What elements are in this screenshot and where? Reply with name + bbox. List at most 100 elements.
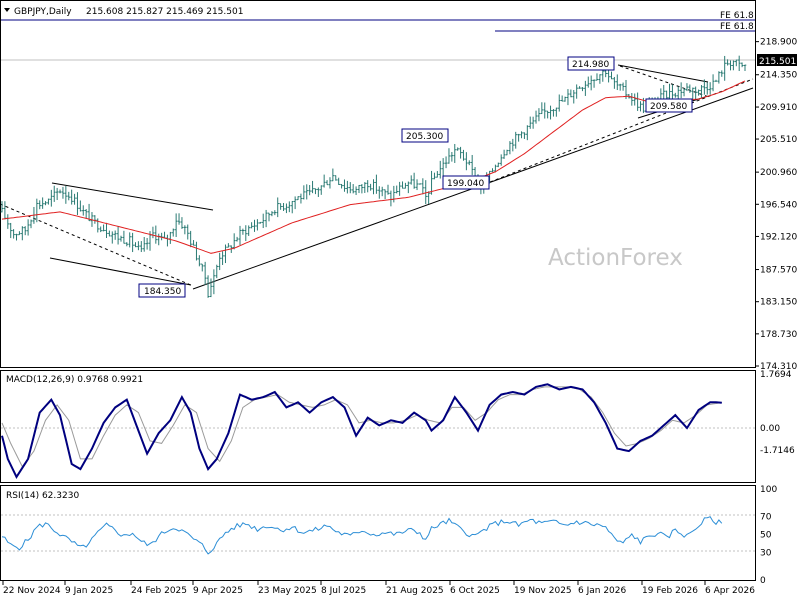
collapse-triangle-icon[interactable] xyxy=(4,8,10,12)
price-bar xyxy=(395,185,399,194)
price-bar xyxy=(38,200,42,210)
price-bar xyxy=(720,70,724,77)
price-bar xyxy=(595,73,599,81)
price-bar xyxy=(64,185,68,204)
price-bar xyxy=(499,154,503,166)
macd-axis-label: 1.7694 xyxy=(760,370,792,380)
price-bar xyxy=(203,261,207,285)
price-bar xyxy=(366,180,369,193)
price-bar xyxy=(563,96,567,102)
price-bar xyxy=(543,102,547,119)
x-axis-label: 24 Feb 2025 xyxy=(131,586,187,596)
price-bar xyxy=(711,74,715,92)
price-axis-label: 218.900 xyxy=(760,38,797,48)
price-bar xyxy=(227,243,230,248)
rsi-axis-label: 30 xyxy=(760,549,772,559)
price-bar xyxy=(604,70,607,78)
price-bar xyxy=(491,168,494,173)
price-bar xyxy=(438,160,442,179)
price-bar xyxy=(41,197,44,209)
price-bar xyxy=(206,275,210,298)
price-bar xyxy=(221,251,224,265)
price-bar xyxy=(288,201,291,213)
price-bar xyxy=(685,83,689,92)
price-bar xyxy=(116,226,120,245)
price-bar xyxy=(44,201,47,206)
price-bar xyxy=(398,181,401,196)
price-bar xyxy=(375,174,378,194)
x-axis-label: 9 Jan 2025 xyxy=(65,586,113,596)
price-bar xyxy=(253,219,256,232)
price-bar xyxy=(218,252,221,271)
price-bar xyxy=(453,143,457,163)
price-bar xyxy=(177,213,181,225)
price-bar xyxy=(29,219,33,229)
price-bar xyxy=(363,182,367,193)
price-bar xyxy=(305,184,309,200)
price-bar xyxy=(467,160,471,166)
price-axis-label: 192.120 xyxy=(760,232,797,242)
price-bar xyxy=(348,182,352,194)
price-bar xyxy=(137,241,140,251)
price-bar xyxy=(250,222,253,229)
price-bar xyxy=(105,222,108,239)
price-bar xyxy=(372,179,375,195)
price-bar xyxy=(418,183,422,185)
price-bar xyxy=(723,55,726,81)
macd-signal-line xyxy=(1,386,722,468)
price-axis-label: 214.350 xyxy=(760,71,797,81)
price-bar xyxy=(354,186,358,196)
price-bar xyxy=(215,264,219,279)
rsi-axis-label: 100 xyxy=(760,485,777,495)
price-bar xyxy=(511,138,515,152)
price-bar xyxy=(424,180,428,205)
price-bar xyxy=(552,109,555,117)
price-bar xyxy=(131,232,134,253)
price-bar xyxy=(47,198,50,205)
price-bar xyxy=(209,278,213,298)
price-bar xyxy=(531,116,535,129)
price-bar xyxy=(444,156,448,169)
price-bar xyxy=(505,149,509,156)
price-bar xyxy=(386,184,390,195)
price-bar xyxy=(241,228,245,235)
price-axis-label: 196.540 xyxy=(760,200,797,210)
price-bar xyxy=(15,233,18,241)
price-bar xyxy=(717,71,721,84)
annotation-205-300: 205.300 xyxy=(401,128,449,143)
x-axis-label: 6 Oct 2025 xyxy=(450,586,500,596)
price-bar xyxy=(244,225,248,241)
price-bar xyxy=(81,205,85,216)
macd-title: MACD(12,26,9) 0.9768 0.9921 xyxy=(6,375,143,385)
price-bar xyxy=(247,225,250,236)
price-bar xyxy=(703,79,706,95)
price-bar xyxy=(502,149,506,159)
price-bar xyxy=(328,177,332,189)
level-annotations: 184.350 205.300 199.040 214.980 209.580 xyxy=(138,56,693,298)
price-bar xyxy=(630,92,634,106)
price-bar xyxy=(447,148,451,164)
x-axis-label: 21 Aug 2025 xyxy=(386,586,444,596)
price-y-axis: 218.900 214.350 209.910 205.510 200.960 196.5… xyxy=(755,38,797,372)
price-bar xyxy=(12,229,15,239)
price-bar xyxy=(615,74,619,91)
price-bar xyxy=(73,193,76,205)
price-bar xyxy=(334,175,338,181)
price-bar xyxy=(171,228,175,237)
price-bar xyxy=(508,141,512,155)
x-axis-label: 6 Apr 2026 xyxy=(705,586,755,596)
x-axis-label: 8 Jul 2025 xyxy=(321,586,366,596)
price-bar xyxy=(259,221,262,224)
x-axis-label: 9 Apr 2025 xyxy=(193,586,243,596)
price-bar xyxy=(470,154,474,176)
price-bar xyxy=(346,180,349,194)
price-bar xyxy=(267,212,271,222)
svg-text:205.300: 205.300 xyxy=(406,132,443,142)
price-bar xyxy=(586,76,590,88)
price-bar xyxy=(450,151,454,162)
svg-text:209.580: 209.580 xyxy=(650,102,687,112)
price-bar xyxy=(343,179,346,192)
triangle-upper-line xyxy=(617,64,709,83)
price-bar xyxy=(325,180,329,186)
